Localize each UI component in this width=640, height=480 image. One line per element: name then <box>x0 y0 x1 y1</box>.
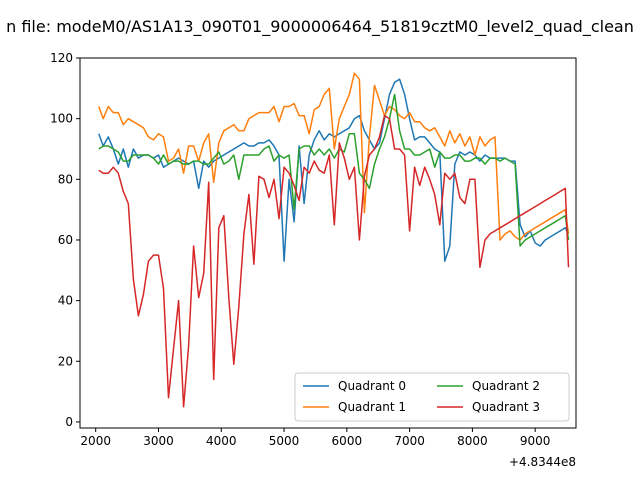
x-tick-label: 4000 <box>206 434 237 448</box>
legend-box <box>294 372 570 422</box>
x-axis-offset-label: +4.8344e8 <box>509 455 576 469</box>
legend-label-quadrant-1: Quadrant 1 <box>338 400 406 414</box>
x-tick-label: 7000 <box>394 434 425 448</box>
chart-title: n file: modeM0/AS1A13_090T01_9000006464_… <box>6 17 634 37</box>
y-tick-label: 80 <box>58 172 73 186</box>
y-tick-label: 120 <box>50 51 73 65</box>
series-line-quadrant-3 <box>98 114 570 408</box>
y-tick-label: 60 <box>58 233 73 247</box>
x-tick-label: 2000 <box>80 434 111 448</box>
series-line-quadrant-1 <box>98 72 570 241</box>
series-line-quadrant-0 <box>98 78 570 262</box>
x-tick-label: 9000 <box>520 434 551 448</box>
legend: Quadrant 0 Quadrant 1 Quadrant 2 Quadrant 3 <box>294 372 570 422</box>
x-tick-label: 5000 <box>269 434 300 448</box>
y-axis: 0 20 40 60 80 100 120 <box>50 51 80 429</box>
legend-label-quadrant-0: Quadrant 0 <box>338 379 406 393</box>
x-tick-label: 8000 <box>457 434 488 448</box>
legend-label-quadrant-3: Quadrant 3 <box>472 400 540 414</box>
plot-frame <box>79 57 577 429</box>
y-tick-label: 0 <box>65 415 73 429</box>
x-axis: 2000 3000 4000 5000 6000 7000 8000 9000 <box>80 428 550 448</box>
legend-label-quadrant-2: Quadrant 2 <box>472 379 540 393</box>
plot-area <box>79 57 577 429</box>
y-tick-label: 20 <box>58 354 73 368</box>
series-line-quadrant-2 <box>98 93 570 247</box>
x-tick-label: 6000 <box>332 434 363 448</box>
y-tick-label: 40 <box>58 294 73 308</box>
y-tick-label: 100 <box>50 112 73 126</box>
x-tick-label: 3000 <box>143 434 174 448</box>
